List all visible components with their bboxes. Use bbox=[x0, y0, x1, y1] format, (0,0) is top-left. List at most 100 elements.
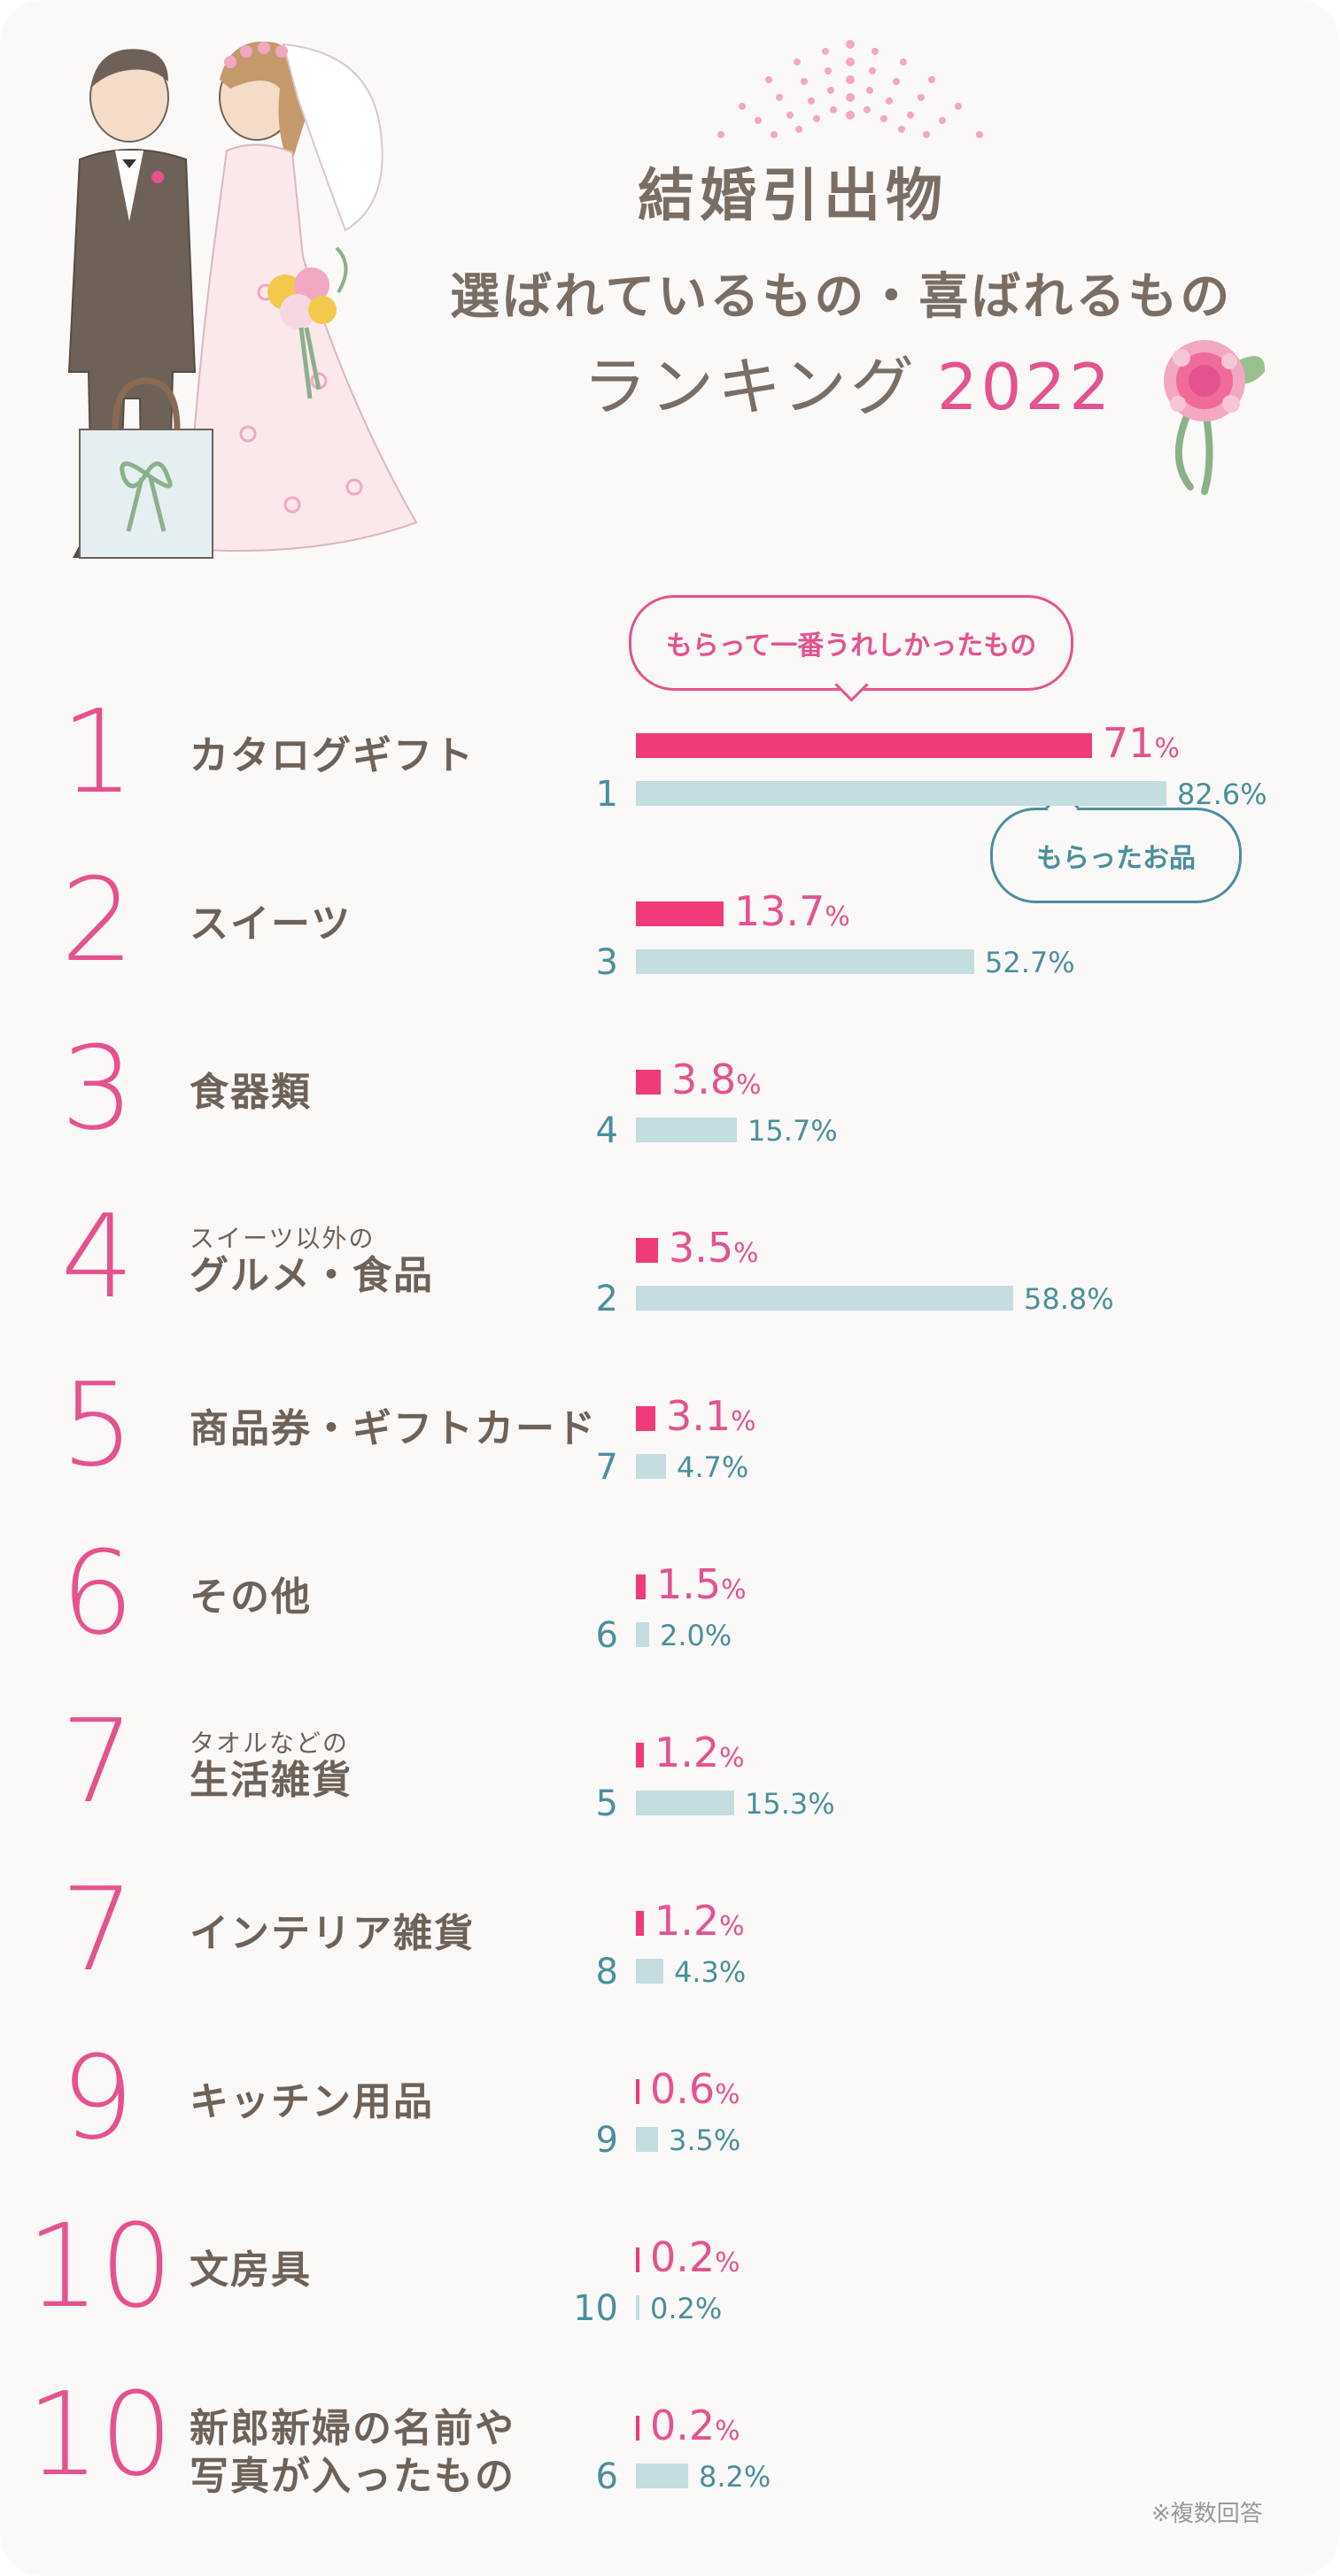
value-favorite-number: 1.2 bbox=[655, 1729, 720, 1776]
page-subtitle: 選ばれているもの・喜ばれるもの bbox=[450, 268, 1233, 326]
ranking-row-2: 2 スイーツ 3 13.7% 52.7% bbox=[0, 854, 1340, 1029]
value-favorite-number: 3.8 bbox=[671, 1056, 737, 1103]
ranking-row-5: 5 商品券・ギフトカード 7 3.1% 4.7% bbox=[0, 1358, 1340, 1534]
ranking-row-7: 7 タオルなどの 生活雑貨 5 1.2% 15.3% bbox=[0, 1695, 1340, 1870]
item-label-line-2: 写真が入ったもの bbox=[190, 2454, 515, 2499]
item-sublabel: スイーツ以外の bbox=[190, 1224, 376, 1253]
value-received: 58.8% bbox=[1024, 1282, 1114, 1316]
item-label: 文房具 bbox=[190, 2247, 312, 2293]
value-favorite: 3.5% bbox=[669, 1224, 759, 1272]
value-favorite-number: 13.7 bbox=[734, 887, 825, 935]
bar-favorite bbox=[636, 1743, 644, 1768]
percent-sign: % bbox=[719, 1911, 745, 1942]
value-favorite-number: 0.6 bbox=[650, 2065, 716, 2113]
received-rank: 2 bbox=[595, 1279, 618, 1319]
value-favorite-number: 0.2 bbox=[650, 2402, 716, 2449]
bar-favorite bbox=[636, 1406, 655, 1431]
ranking-row-9: 9 キッチン用品 9 0.6% 3.5% bbox=[0, 2031, 1340, 2207]
rank-number: 10 bbox=[27, 2367, 174, 2502]
value-favorite-number: 1.2 bbox=[655, 1897, 720, 1945]
bar-favorite bbox=[636, 2079, 639, 2104]
bar-favorite bbox=[636, 733, 1092, 758]
ranking-heading-text: ランキング bbox=[583, 350, 918, 424]
value-received: 52.7% bbox=[985, 946, 1075, 979]
value-favorite: 0.6% bbox=[650, 2065, 740, 2113]
bar-received bbox=[636, 1118, 737, 1142]
rank-number: 9 bbox=[60, 2031, 135, 2165]
value-received: 15.3% bbox=[745, 1787, 835, 1821]
received-rank: 1 bbox=[595, 774, 618, 815]
value-favorite-number: 3.5 bbox=[669, 1224, 734, 1272]
item-label: 食器類 bbox=[190, 1070, 312, 1115]
percent-sign: % bbox=[825, 901, 850, 932]
percent-sign: % bbox=[721, 1574, 747, 1605]
rank-number: 3 bbox=[60, 1021, 135, 1156]
value-favorite: 3.8% bbox=[671, 1056, 762, 1103]
percent-sign: % bbox=[731, 1406, 756, 1437]
ranking-row-8: 7 インテリア雑貨 8 1.2% 4.3% bbox=[0, 1863, 1340, 2038]
bar-favorite bbox=[636, 1574, 646, 1599]
bar-received bbox=[636, 949, 974, 974]
percent-sign: % bbox=[1154, 733, 1180, 764]
bar-favorite bbox=[636, 1238, 658, 1263]
value-favorite: 13.7% bbox=[734, 887, 850, 935]
received-rank: 7 bbox=[595, 1447, 618, 1488]
bride-and-groom-illustration bbox=[67, 41, 418, 559]
value-favorite: 1.2% bbox=[655, 1897, 745, 1945]
rank-number: 7 bbox=[60, 1862, 135, 1997]
rank-number: 10 bbox=[27, 2199, 174, 2333]
item-label: キッチン用品 bbox=[190, 2079, 434, 2124]
rank-number: 7 bbox=[60, 1694, 135, 1829]
percent-sign: % bbox=[736, 1070, 762, 1101]
percent-sign: % bbox=[715, 2247, 740, 2278]
ranking-year: 2022 bbox=[936, 350, 1114, 424]
value-received: 15.7% bbox=[747, 1114, 838, 1148]
bar-received bbox=[636, 2295, 639, 2320]
item-label: カタログギフト bbox=[190, 733, 475, 778]
received-rank: 3 bbox=[595, 942, 618, 983]
item-label: 生活雑貨 bbox=[190, 1758, 352, 1803]
value-received: 4.3% bbox=[674, 1955, 747, 1989]
value-favorite: 3.1% bbox=[666, 1392, 756, 1440]
bar-received bbox=[636, 1622, 649, 1647]
value-received: 8.2% bbox=[699, 2460, 771, 2494]
item-label: その他 bbox=[190, 1574, 312, 1620]
rank-number: 1 bbox=[60, 685, 135, 819]
received-rank: 6 bbox=[595, 2456, 618, 2497]
received-rank: 10 bbox=[573, 2288, 618, 2329]
item-label-line-1: 新郎新婦の名前や bbox=[190, 2406, 515, 2451]
page-title: 結婚引出物 bbox=[638, 164, 948, 229]
rank-number: 5 bbox=[60, 1358, 135, 1492]
value-favorite: 71% bbox=[1103, 719, 1180, 767]
ranking-row-11: 10 新郎新婦の名前や 写真が入ったもの 6 0.2% 8.2% bbox=[0, 2368, 1340, 2543]
ranking-row-3: 3 食器類 4 3.8% 15.7% bbox=[0, 1022, 1340, 1197]
item-label: 商品券・ギフトカード bbox=[190, 1406, 597, 1451]
received-rank: 9 bbox=[595, 2120, 618, 2161]
value-received: 2.0% bbox=[660, 1619, 732, 1652]
value-favorite-number: 71 bbox=[1103, 719, 1155, 767]
received-rank: 4 bbox=[595, 1110, 618, 1151]
footnote: ※複数回答 bbox=[1151, 2501, 1263, 2527]
percent-sign: % bbox=[715, 2079, 740, 2110]
rank-number: 4 bbox=[60, 1189, 135, 1324]
percent-sign: % bbox=[715, 2416, 740, 2447]
bar-received bbox=[636, 781, 1166, 806]
received-rank: 6 bbox=[595, 1615, 618, 1656]
percent-sign: % bbox=[733, 1238, 759, 1269]
value-favorite: 0.2% bbox=[650, 2402, 740, 2449]
received-rank: 5 bbox=[595, 1783, 618, 1824]
bar-favorite bbox=[636, 2416, 639, 2441]
ranking-row-4: 4 スイーツ以外の グルメ・食品 2 3.5% 58.8% bbox=[0, 1190, 1340, 1365]
percent-sign: % bbox=[719, 1743, 745, 1774]
ranking-heading: ランキング 2022 bbox=[583, 335, 1113, 428]
bar-received bbox=[636, 1286, 1013, 1311]
bar-received bbox=[636, 1454, 666, 1479]
value-received: 82.6% bbox=[1177, 777, 1267, 811]
bar-received bbox=[636, 2127, 658, 2152]
value-received: 0.2% bbox=[650, 2292, 723, 2325]
value-favorite: 1.5% bbox=[656, 1560, 747, 1608]
item-label: グルメ・食品 bbox=[190, 1253, 434, 1298]
bar-favorite bbox=[636, 2247, 639, 2272]
bar-received bbox=[636, 1791, 734, 1815]
